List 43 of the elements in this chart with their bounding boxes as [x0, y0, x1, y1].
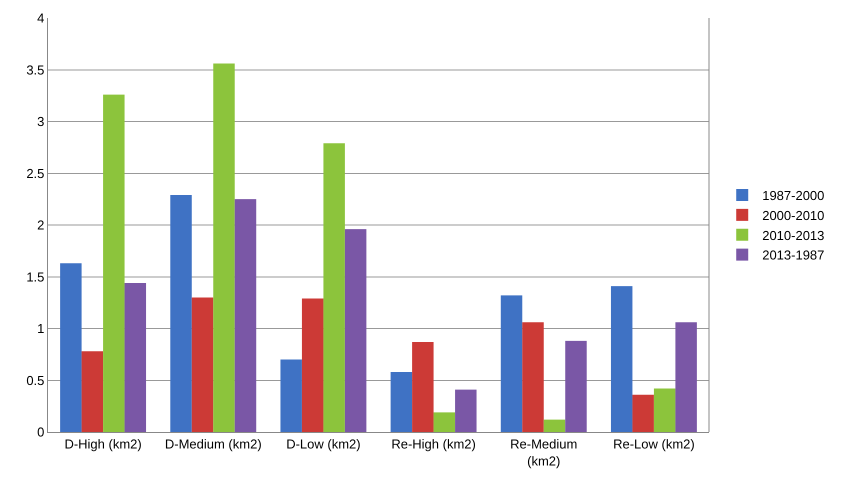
y-tick-label: 2 [37, 218, 44, 233]
bar [103, 94, 125, 432]
bar [565, 340, 587, 432]
y-tick-label: 1.5 [26, 269, 44, 284]
bar [213, 64, 235, 432]
bar [192, 297, 214, 432]
bar [60, 263, 82, 432]
x-tick-label: Re-High (km2) [391, 436, 476, 452]
bar [434, 412, 456, 432]
bar [455, 390, 477, 432]
bar [654, 388, 676, 432]
bar [280, 360, 302, 432]
y-tick-label: 3 [37, 114, 44, 130]
x-tick-label: D-Low (km2) [286, 436, 361, 452]
bar [82, 351, 104, 432]
bar [632, 394, 654, 432]
bar [302, 298, 324, 432]
y-tick-label: 2.5 [26, 166, 44, 181]
y-tick-label: 0.5 [26, 372, 44, 388]
bar [124, 282, 146, 432]
bar [610, 286, 632, 432]
bar [544, 420, 566, 432]
bar [323, 143, 345, 432]
bar [234, 199, 256, 432]
bar [675, 322, 697, 432]
legend-label: 2010-2013 [762, 228, 824, 243]
x-tick-label: Re-Medium (km2) [510, 436, 578, 468]
bar [390, 372, 412, 432]
bar [170, 194, 192, 432]
bar [412, 342, 434, 432]
x-tick-label: D-Medium (km2) [164, 436, 262, 452]
bar [522, 322, 544, 432]
y-tick-label: 1 [37, 321, 44, 336]
y-tick-label: 4 [37, 10, 44, 26]
y-tick-label: 3.5 [26, 62, 44, 78]
y-tick-label: 0 [37, 424, 44, 440]
bar [344, 229, 366, 432]
legend-label: 2000-2010 [762, 208, 824, 223]
bar [500, 295, 522, 432]
x-tick-label: Re-Low (km2) [613, 436, 695, 452]
legend-label: 2013-1987 [762, 248, 824, 263]
x-tick-label: D-High (km2) [64, 436, 142, 452]
legend-label: 1987-2000 [762, 188, 824, 204]
